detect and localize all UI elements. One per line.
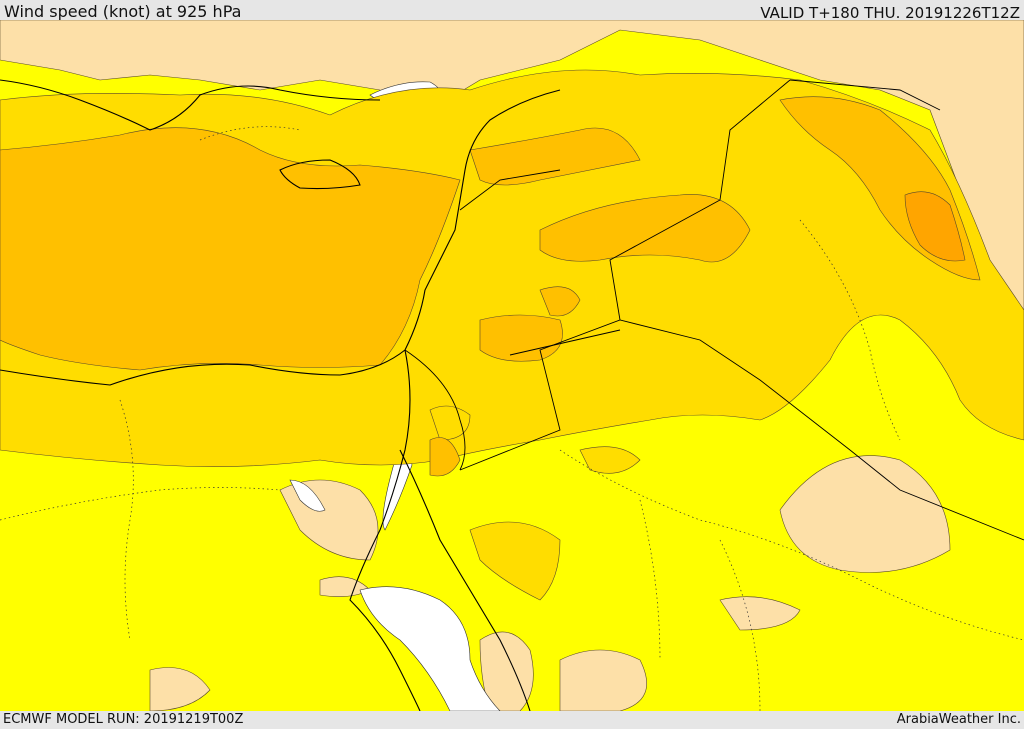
credit-text: ArabiaWeather Inc.: [896, 712, 1021, 727]
map-header: Wind speed (knot) at 925 hPa VALID T+180…: [0, 0, 1024, 22]
strong-wind-areas: [0, 96, 981, 477]
country-borders: [404, 79, 1024, 541]
map-footer: ECMWF MODEL RUN: 20191219T00Z ArabiaWeat…: [0, 711, 1024, 729]
wind-speed-map: [0, 20, 1024, 711]
map-title: Wind speed (knot) at 925 hPa: [4, 2, 242, 21]
very-light-wind-areas: [0, 20, 1024, 711]
coastlines: [0, 79, 561, 711]
valid-time: VALID T+180 THU. 20191226T12Z: [760, 4, 1020, 22]
model-run: ECMWF MODEL RUN: 20191219T00Z: [3, 712, 244, 727]
stronger-wind-areas: [904, 191, 966, 262]
province-borders: [0, 126, 1024, 711]
